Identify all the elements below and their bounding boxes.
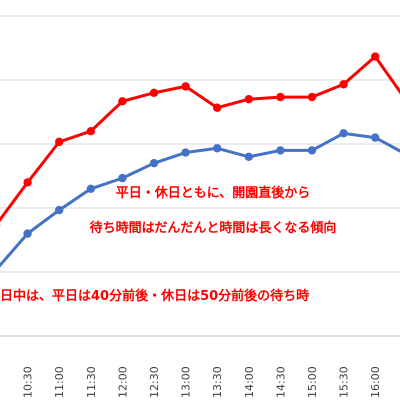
x-tick-label: 14:30 bbox=[274, 366, 287, 398]
data-point bbox=[86, 127, 96, 136]
data-point bbox=[307, 92, 317, 102]
data-point bbox=[276, 92, 285, 102]
x-tick-label: 13:00 bbox=[180, 366, 193, 398]
data-point bbox=[149, 159, 159, 168]
data-point bbox=[86, 184, 96, 193]
x-tick-label: 10:30 bbox=[22, 366, 35, 398]
data-point bbox=[149, 88, 159, 98]
data-point bbox=[244, 95, 253, 104]
x-tick-label: 13:30 bbox=[211, 366, 224, 398]
x-tick-label: 14:00 bbox=[243, 366, 256, 398]
data-point bbox=[23, 229, 32, 238]
data-point bbox=[55, 205, 64, 215]
x-tick-label: 11:00 bbox=[53, 366, 66, 398]
data-point bbox=[213, 103, 222, 112]
gridlines bbox=[0, 15, 400, 337]
series-lines bbox=[0, 52, 400, 272]
annotation-line-3: 日中は、平日は40分前後・休日は50分前後の待ち時 bbox=[0, 288, 309, 304]
data-point bbox=[213, 144, 222, 153]
annotation-line-1: 平日・休日ともに、開園直後から bbox=[116, 185, 311, 201]
x-tick-label: 10:00 bbox=[0, 366, 3, 398]
data-point bbox=[307, 146, 317, 155]
data-point bbox=[55, 137, 64, 147]
annotations: 平日・休日ともに、開園直後から 待ち時間はだんだんと時間は長くなる傾向 日中は、… bbox=[0, 185, 336, 304]
x-tick-label: 11:30 bbox=[85, 366, 98, 398]
data-point bbox=[371, 52, 380, 61]
data-point bbox=[339, 80, 348, 89]
series-line-0 bbox=[0, 55, 400, 223]
data-point bbox=[23, 178, 32, 187]
x-tick-label: 15:30 bbox=[338, 366, 351, 398]
x-tick-label: 15:00 bbox=[306, 366, 319, 398]
data-point bbox=[118, 97, 127, 106]
x-tick-label: 12:00 bbox=[116, 366, 129, 398]
data-point bbox=[118, 173, 127, 183]
data-point bbox=[339, 129, 348, 138]
x-tick-label: 12:30 bbox=[148, 366, 161, 398]
data-point bbox=[276, 146, 285, 155]
annotation-line-2: 待ち時間はだんだんと時間は長くなる傾向 bbox=[89, 220, 337, 236]
data-point bbox=[181, 82, 190, 91]
data-point bbox=[371, 133, 380, 142]
data-point bbox=[181, 148, 190, 157]
data-point bbox=[244, 152, 253, 161]
x-tick-labels: 10:00 10:30 11:00 11:30 12:00 12:30 13:00 13:30… bbox=[0, 366, 382, 398]
series-line-1 bbox=[0, 131, 400, 268]
x-tick-label: 16:00 bbox=[369, 366, 382, 398]
